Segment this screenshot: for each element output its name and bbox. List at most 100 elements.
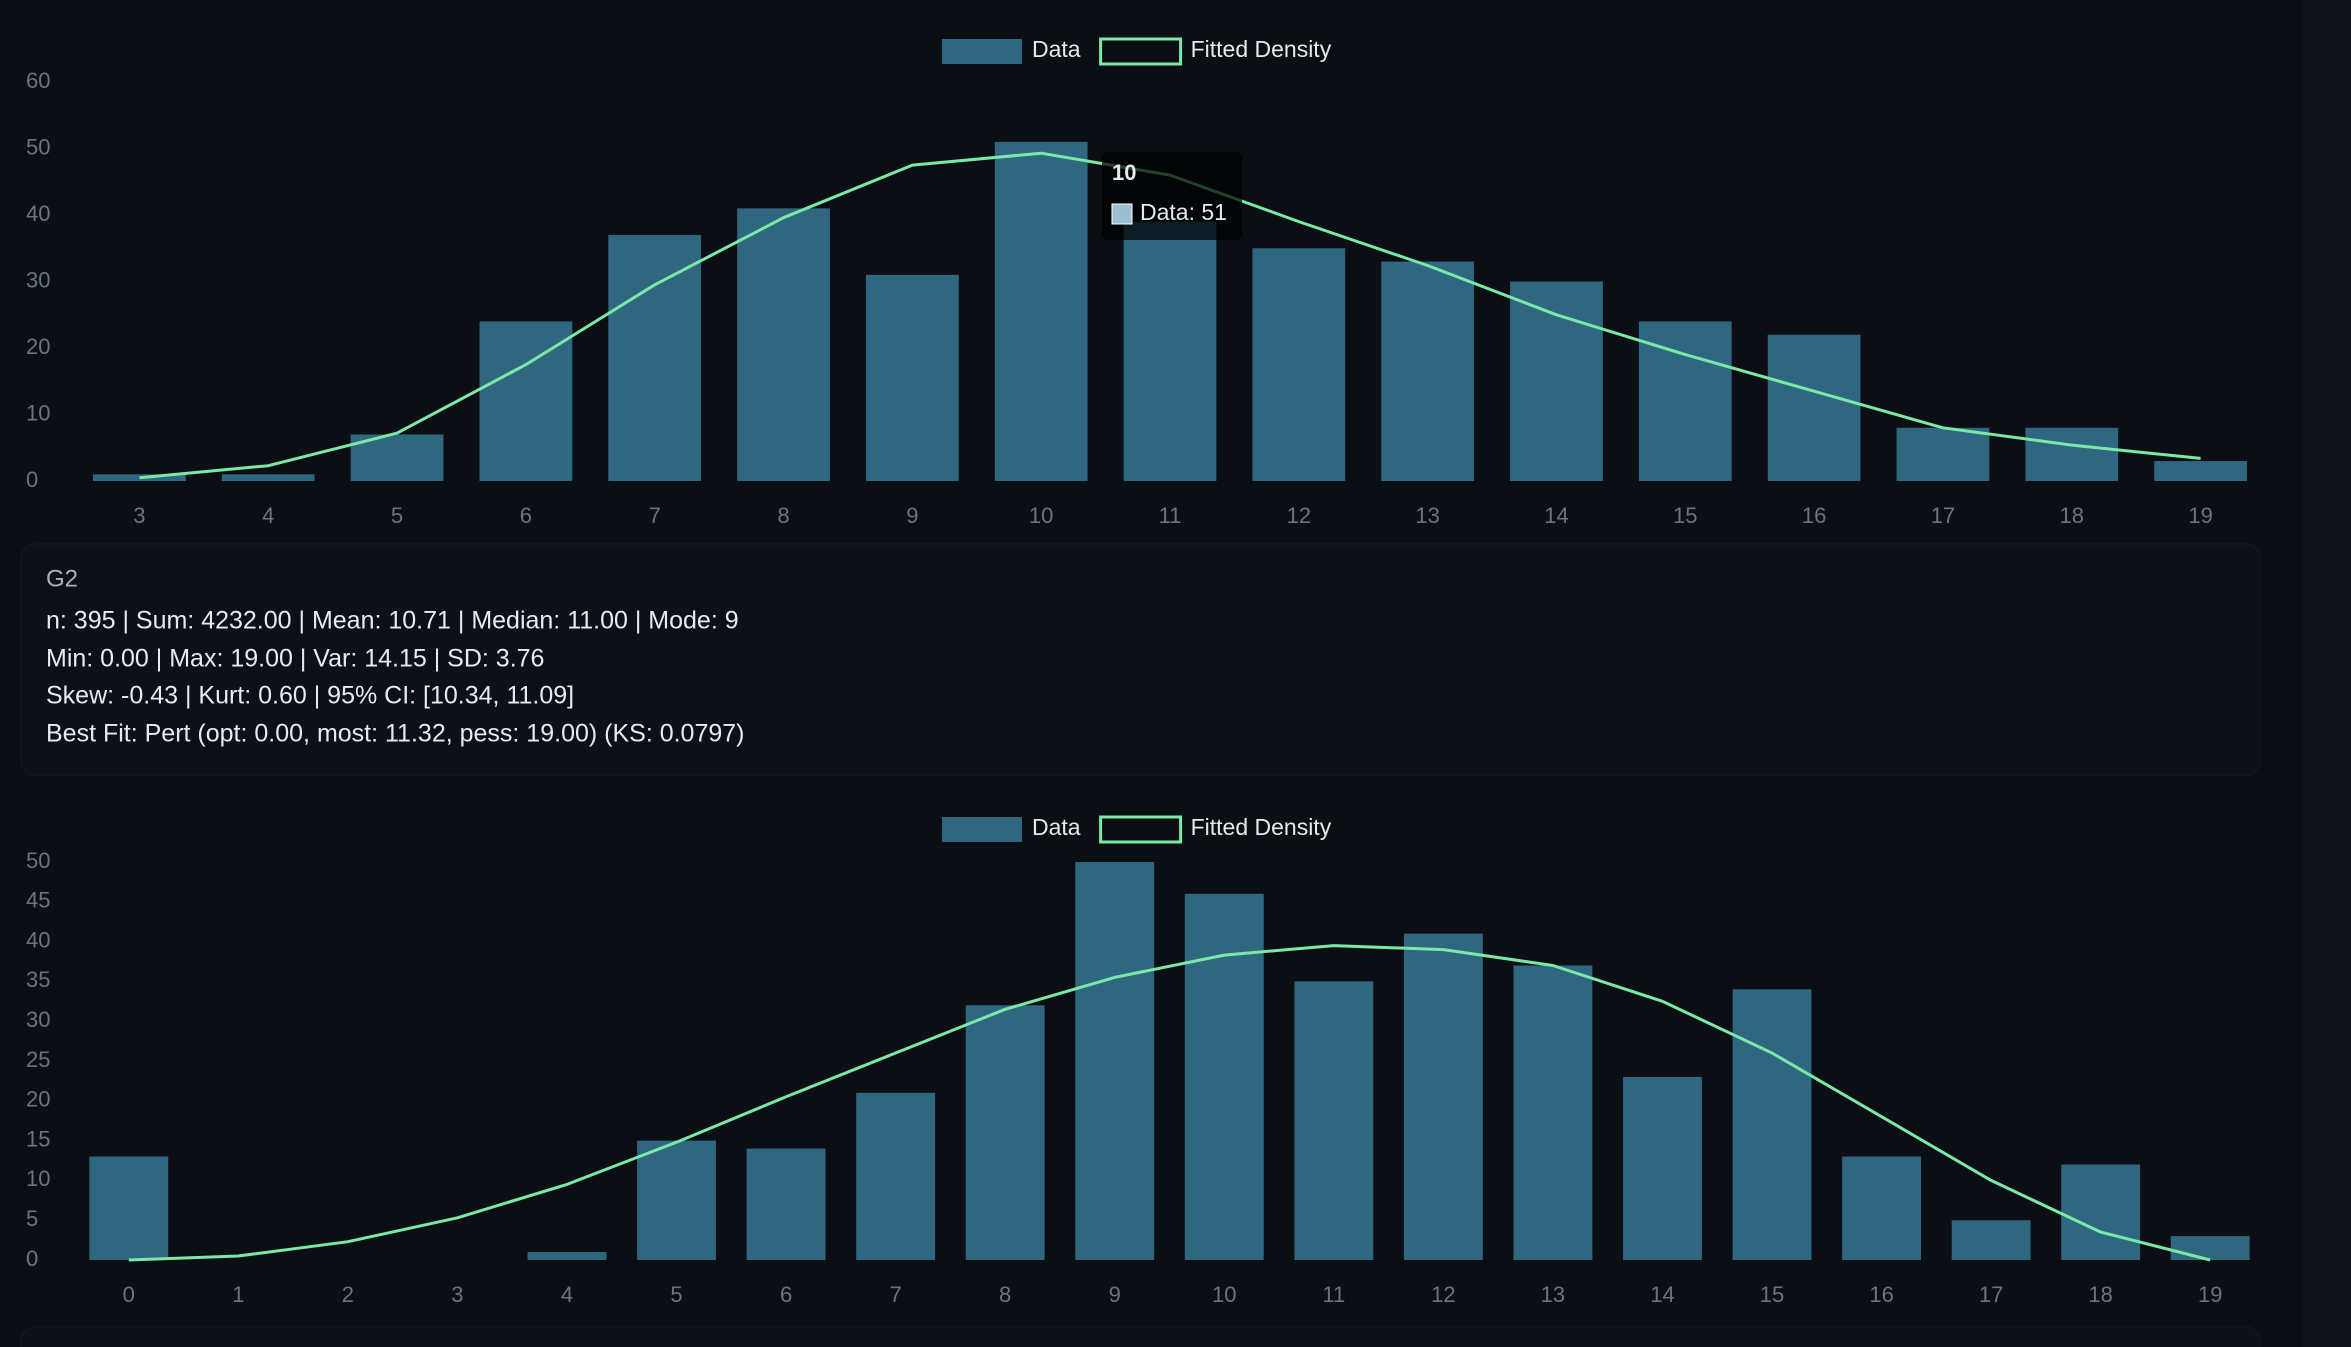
x-tick-label: 9 <box>1109 1282 1121 1307</box>
y-tick-label: 0 <box>26 467 38 492</box>
tooltip-label: Data: 51 <box>1140 199 1227 225</box>
bar <box>1638 321 1732 481</box>
y-tick-label: 10 <box>26 1166 50 1191</box>
legend-label: Data <box>1032 814 1081 840</box>
bar <box>856 1092 936 1260</box>
legend-label: Fitted Density <box>1191 814 1332 840</box>
x-tick-label: 17 <box>1931 503 1955 528</box>
y-tick-label: 40 <box>26 927 50 952</box>
legend-label: Data <box>1032 36 1081 62</box>
x-tick-label: 12 <box>1431 1282 1455 1307</box>
x-tick-label: 5 <box>670 1282 682 1307</box>
bar <box>637 1140 716 1260</box>
x-tick-label: 1 <box>232 1282 244 1307</box>
y-tick-label: 35 <box>26 967 50 992</box>
y-tick-label: 50 <box>26 134 50 159</box>
x-tick-label: 16 <box>1802 503 1826 528</box>
bar <box>2061 1164 2141 1260</box>
stats-line: Skew: -0.43 | Kurt: 0.60 | 95% CI: [10.3… <box>46 682 574 710</box>
x-tick-label: 8 <box>777 503 789 528</box>
y-tick-label: 5 <box>26 1206 38 1231</box>
y-tick-label: 30 <box>26 1007 50 1032</box>
stats-line: n: 395 | Sum: 4232.00 | Mean: 10.71 | Me… <box>46 607 739 635</box>
x-tick-label: 7 <box>890 1282 902 1307</box>
bar <box>2170 1236 2250 1260</box>
x-tick-label: 10 <box>1212 1282 1236 1307</box>
bar <box>737 208 830 481</box>
x-tick-label: 14 <box>1650 1282 1674 1307</box>
x-tick-label: 2 <box>342 1282 354 1307</box>
bar <box>89 1156 169 1260</box>
side-strip <box>2303 0 2351 1347</box>
x-tick-label: 3 <box>451 1282 463 1307</box>
bar <box>1381 261 1475 481</box>
x-tick-label: 15 <box>1673 503 1697 528</box>
x-tick-label: 0 <box>123 1282 135 1307</box>
x-tick-label: 19 <box>2198 1282 2222 1307</box>
legend-swatch <box>1099 815 1183 844</box>
legend-swatch <box>1099 37 1183 66</box>
x-tick-label: 3 <box>133 503 145 528</box>
bar <box>1896 427 1990 481</box>
x-tick-label: 6 <box>520 503 532 528</box>
bar <box>1403 933 1483 1260</box>
tooltip-title: 10 <box>1112 160 1136 185</box>
x-tick-label: 13 <box>1415 503 1439 528</box>
y-tick-label: 20 <box>26 334 50 359</box>
x-tick-label: 11 <box>1322 1282 1345 1307</box>
bar <box>746 1148 826 1260</box>
y-tick-label: 0 <box>26 1246 38 1271</box>
x-tick-label: 5 <box>391 503 403 528</box>
x-tick-label: 18 <box>2060 503 2084 528</box>
bar <box>1294 981 1374 1260</box>
bar <box>1184 893 1264 1260</box>
bar <box>2025 427 2119 481</box>
x-tick-label: 15 <box>1760 1282 1784 1307</box>
bar <box>1842 1156 1922 1260</box>
y-tick-label: 40 <box>26 201 50 226</box>
x-tick-label: 9 <box>906 503 918 528</box>
bar <box>1623 1076 1702 1260</box>
bar <box>1767 334 1861 481</box>
stats-title: G2 <box>46 565 78 592</box>
stats-line: Min: 0.00 | Max: 19.00 | Var: 14.15 | SD… <box>46 645 544 673</box>
tooltip-swatch <box>1111 203 1133 225</box>
bar <box>865 274 959 481</box>
bar <box>479 321 573 481</box>
x-tick-label: 8 <box>999 1282 1011 1307</box>
x-tick-label: 7 <box>649 503 661 528</box>
density-line <box>128 944 2211 1262</box>
bar <box>2154 461 2247 481</box>
x-tick-label: 4 <box>561 1282 573 1307</box>
bar <box>1123 221 1217 481</box>
bar <box>1510 281 1603 481</box>
y-tick-label: 20 <box>26 1087 50 1112</box>
bar <box>527 1252 607 1260</box>
tooltip-box <box>1102 152 1242 240</box>
y-tick-label: 30 <box>26 267 50 292</box>
legend-label: Fitted Density <box>1191 36 1332 62</box>
stats-panel <box>20 543 2261 776</box>
x-tick-label: 19 <box>2188 503 2212 528</box>
next-panel <box>20 1326 2261 1347</box>
bar <box>1075 862 1155 1260</box>
y-tick-label: 60 <box>26 68 50 93</box>
y-tick-label: 45 <box>26 888 50 913</box>
bar <box>1732 989 1812 1260</box>
x-tick-label: 11 <box>1159 503 1182 528</box>
x-tick-label: 12 <box>1287 503 1311 528</box>
bar <box>1951 1220 2031 1260</box>
bar <box>965 1005 1045 1260</box>
stats-line: Best Fit: Pert (opt: 0.00, most: 11.32, … <box>46 720 745 748</box>
bar <box>221 474 315 481</box>
bar <box>608 234 702 481</box>
y-tick-label: 15 <box>26 1126 50 1151</box>
bar <box>994 141 1088 481</box>
bar <box>1513 965 1593 1260</box>
x-tick-label: 16 <box>1869 1282 1893 1307</box>
x-tick-label: 6 <box>780 1282 792 1307</box>
x-tick-label: 14 <box>1544 503 1568 528</box>
